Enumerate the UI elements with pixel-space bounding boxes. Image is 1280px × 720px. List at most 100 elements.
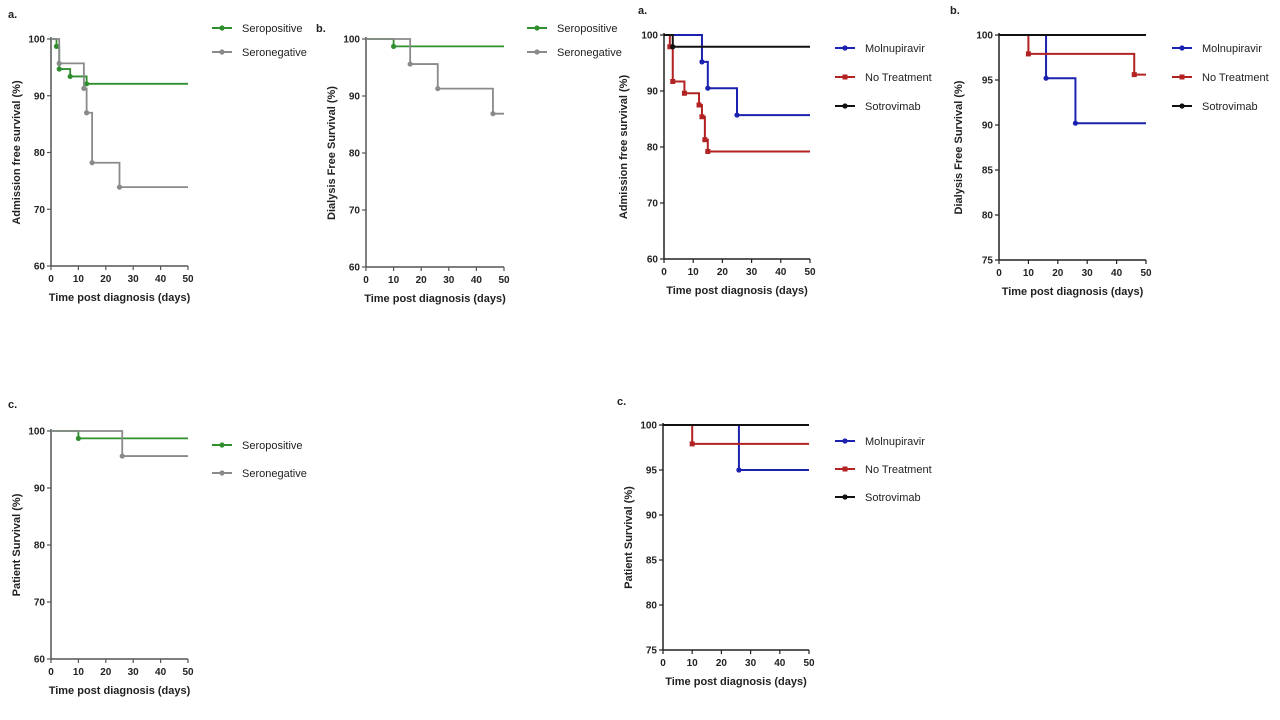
legend-marker (219, 470, 225, 476)
x-tick-label: 30 (128, 667, 140, 678)
y-tick-label: 100 (343, 35, 360, 46)
chart-panel-6: c. 75 80 85 90 95 100 0 10 20 30 40 50 Time post diag… (617, 396, 932, 688)
y-tick-label: 80 (34, 148, 46, 159)
legend-label: Seronegative (242, 47, 307, 59)
event-marker (119, 453, 125, 459)
y-axis-title: Admission free survival (%) (11, 80, 23, 225)
y-tick-label: 80 (646, 601, 658, 612)
x-tick-label: 0 (363, 275, 369, 286)
x-axis-title: Time post diagnosis (days) (49, 292, 191, 304)
x-tick-label: 30 (443, 275, 455, 286)
x-tick-label: 10 (1023, 268, 1035, 279)
y-tick-label: 80 (349, 149, 361, 160)
y-axis-title: Admission free survival (%) (618, 75, 630, 220)
event-marker (391, 43, 397, 50)
series-seronegative (51, 430, 188, 459)
panel-label: c. (617, 396, 626, 408)
event-marker (667, 44, 673, 50)
x-tick-label: 40 (1111, 268, 1123, 279)
event-marker (435, 85, 441, 92)
y-axis-title: Patient Survival (%) (623, 486, 635, 589)
event-marker (1043, 75, 1049, 81)
chart-panel-5: c. 60 70 80 90 100 0 10 20 30 40 50 Time post diagno… (8, 399, 307, 697)
x-tick-label: 20 (717, 267, 729, 278)
survival-curve (663, 424, 809, 471)
y-tick-label: 100 (28, 35, 45, 46)
event-marker (736, 467, 742, 473)
legend-item: Seropositive (527, 23, 618, 35)
legend-item: Sotrovimab (835, 101, 921, 113)
y-axis-title: Dialysis Free Survival (%) (326, 86, 338, 220)
x-tick-label: 20 (1052, 268, 1064, 279)
event-marker (67, 73, 73, 80)
x-tick-label: 50 (804, 267, 816, 278)
x-tick-label: 10 (687, 658, 699, 669)
x-tick-label: 20 (100, 667, 112, 678)
legend-label: No Treatment (1202, 72, 1269, 84)
y-tick-label: 80 (34, 541, 46, 552)
event-marker (702, 137, 708, 143)
x-tick-label: 50 (182, 274, 194, 285)
legend-item: Sotrovimab (1172, 101, 1258, 113)
legend-marker (534, 49, 540, 55)
series-molnupiravir (664, 34, 810, 118)
y-tick-label: 100 (28, 427, 45, 438)
y-tick-label: 85 (646, 556, 658, 567)
x-tick-label: 10 (73, 274, 85, 285)
series-seronegative (366, 38, 504, 117)
event-marker (1025, 51, 1031, 57)
legend-item: No Treatment (835, 72, 932, 84)
series-seronegative (51, 38, 188, 190)
x-tick-label: 0 (661, 267, 667, 278)
event-marker (689, 441, 695, 447)
legend-label: No Treatment (865, 72, 932, 84)
x-tick-label: 0 (48, 667, 54, 678)
series-sotrovimab (664, 34, 810, 50)
event-marker (81, 85, 87, 91)
survival-curve (51, 430, 188, 440)
survival-curve (999, 34, 1146, 76)
y-axis-title: Dialysis Free Survival (%) (953, 80, 965, 214)
event-marker (670, 78, 676, 84)
event-marker (1072, 120, 1079, 126)
y-tick-label: 70 (34, 205, 46, 216)
x-tick-label: 30 (1082, 268, 1094, 279)
legend-marker (534, 25, 540, 31)
x-axis-title: Time post diagnosis (days) (49, 685, 191, 697)
x-tick-label: 10 (688, 267, 700, 278)
legend-item: Seronegative (212, 468, 307, 480)
x-tick-label: 40 (155, 274, 167, 285)
y-tick-label: 90 (349, 92, 361, 103)
survival-curve (366, 38, 504, 48)
x-tick-label: 30 (746, 267, 758, 278)
y-tick-label: 60 (647, 255, 659, 266)
series-no-treatment (999, 34, 1146, 78)
panel-label: a. (638, 5, 647, 17)
survival-curve (664, 34, 810, 48)
x-tick-label: 20 (100, 274, 112, 285)
event-marker (734, 112, 740, 118)
legend-marker (1179, 74, 1185, 80)
legend-marker (219, 25, 225, 31)
x-tick-label: 20 (716, 658, 728, 669)
y-tick-label: 90 (647, 87, 659, 98)
x-axis-title: Time post diagnosis (days) (665, 676, 807, 688)
x-tick-label: 0 (48, 274, 54, 285)
x-tick-label: 10 (388, 275, 400, 286)
legend-item: No Treatment (835, 464, 932, 476)
legend-marker (842, 74, 848, 80)
legend-marker (842, 45, 848, 51)
event-marker (681, 90, 687, 96)
y-tick-label: 100 (641, 31, 658, 42)
y-tick-label: 80 (982, 211, 994, 222)
legend-label: Sotrovimab (865, 101, 921, 113)
survival-curve (366, 38, 504, 115)
y-tick-label: 85 (982, 166, 994, 177)
y-tick-label: 70 (647, 199, 659, 210)
event-marker (1131, 72, 1137, 78)
panel-label: c. (8, 399, 17, 411)
event-marker (490, 111, 496, 117)
event-marker (407, 61, 413, 67)
event-marker (696, 102, 702, 108)
x-tick-label: 0 (996, 268, 1002, 279)
